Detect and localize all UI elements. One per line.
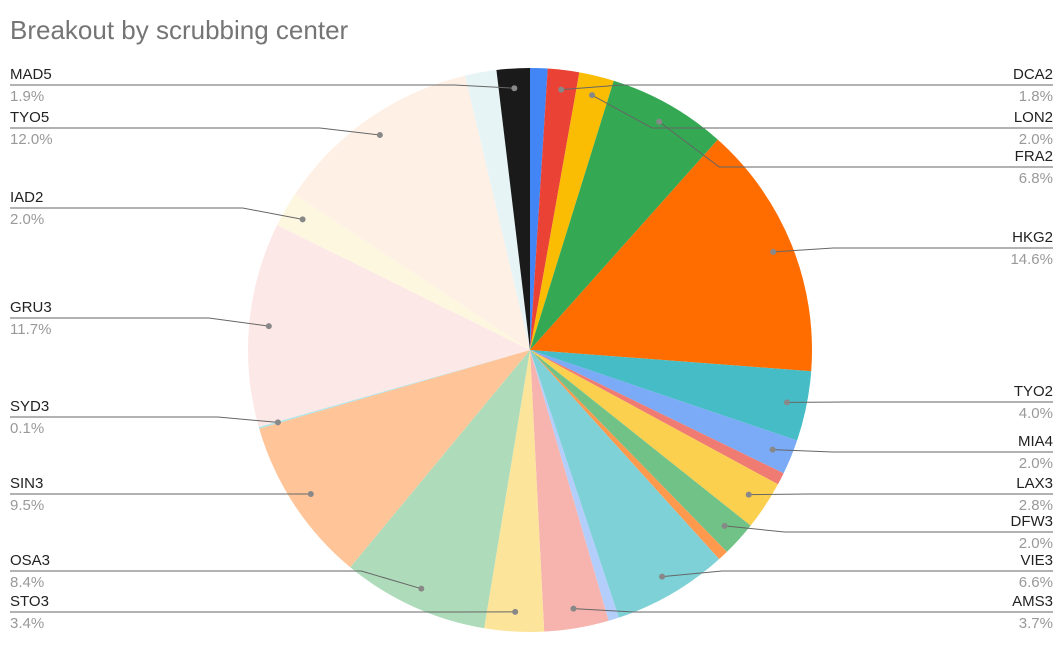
label-value: 1.8% <box>1019 88 1053 105</box>
leader-dot <box>589 92 596 99</box>
leader-dot <box>274 419 281 426</box>
leader-line <box>662 570 1053 578</box>
label-value: 1.9% <box>10 88 44 105</box>
label-value: 3.4% <box>10 615 44 632</box>
label-value: 8.4% <box>10 574 44 591</box>
slice <box>530 350 727 560</box>
label-name: DFW3 <box>1011 513 1054 530</box>
label-name: VIE3 <box>1020 552 1053 569</box>
label-value: 2.0% <box>1019 455 1053 472</box>
leader-line <box>10 317 269 327</box>
slice <box>530 350 609 632</box>
label-name: FRA2 <box>1015 148 1053 165</box>
label-value: 12.0% <box>10 131 53 148</box>
label-name: DCA2 <box>1013 66 1053 83</box>
leader-line <box>561 84 1053 91</box>
leader-dot <box>307 490 314 497</box>
label-name: LON2 <box>1014 109 1053 126</box>
label-value: 11.7% <box>10 321 51 338</box>
leader-line <box>724 525 1053 533</box>
leader-dot <box>418 585 425 592</box>
label-name: GRU3 <box>10 299 52 316</box>
label-name: LAX3 <box>1016 475 1053 492</box>
label-value: 4.0% <box>1019 405 1053 422</box>
leader-dot <box>721 522 728 529</box>
label-value: 2.0% <box>10 211 44 228</box>
slice <box>530 350 751 552</box>
leader-line <box>10 570 422 590</box>
slice <box>530 350 619 621</box>
slice <box>530 350 798 474</box>
label-name: AMS3 <box>1012 593 1053 610</box>
slice <box>530 68 580 351</box>
label-value: 6.8% <box>1019 170 1053 187</box>
label-value: 2.8% <box>1019 497 1053 514</box>
slice <box>530 350 812 441</box>
slice <box>294 75 530 351</box>
slice <box>350 350 530 629</box>
leader-dot <box>659 573 666 580</box>
label-value: 0.1% <box>10 420 44 437</box>
label-value: 2.0% <box>1019 535 1053 552</box>
leader-line <box>773 247 1053 253</box>
leader-dot <box>783 399 790 406</box>
slice <box>484 350 545 632</box>
slice <box>530 350 784 485</box>
slice <box>530 139 812 372</box>
label-name: HKG2 <box>1012 229 1053 246</box>
label-name: OSA3 <box>10 552 50 569</box>
label-value: 3.7% <box>1019 615 1053 632</box>
label-name: MAD5 <box>10 66 52 83</box>
slice <box>258 350 530 429</box>
leader-line <box>772 449 1053 453</box>
label-value: 9.5% <box>10 497 44 514</box>
leader-line <box>573 608 1053 613</box>
leader-dot <box>769 446 776 453</box>
label-value: 6.6% <box>1019 574 1053 591</box>
leader-line <box>10 127 380 136</box>
label-name: SIN3 <box>10 475 43 492</box>
slice <box>530 350 720 618</box>
leader-dot <box>512 608 519 615</box>
label-name: MIA4 <box>1018 433 1053 450</box>
slice <box>259 350 530 568</box>
slice <box>277 194 530 350</box>
slice <box>530 68 548 350</box>
label-value: 2.0% <box>1019 131 1053 148</box>
label-name: STO3 <box>10 593 49 610</box>
leader-line <box>10 416 278 423</box>
leader-dot <box>770 248 777 255</box>
slice <box>496 68 530 350</box>
label-name: SYD3 <box>10 398 49 415</box>
leader-dot <box>265 323 272 330</box>
label-name: TYO5 <box>10 109 49 126</box>
leader-line <box>10 84 515 89</box>
leader-line <box>748 493 1053 496</box>
label-name: TYO2 <box>1014 383 1053 400</box>
leader-dot <box>656 118 663 125</box>
slice <box>465 70 530 350</box>
label-value: 14.6% <box>1010 251 1053 268</box>
slice <box>530 350 778 526</box>
leader-dot <box>376 131 383 138</box>
leader-line <box>10 207 303 220</box>
label-name: IAD2 <box>10 189 43 206</box>
leader-line <box>658 121 1053 168</box>
leader-line <box>591 94 1053 129</box>
slice <box>530 72 614 351</box>
chart-title: Breakout by scrubbing center <box>10 15 349 45</box>
slice <box>530 80 718 350</box>
leader-dot <box>558 86 565 93</box>
slice <box>247 225 530 427</box>
leader-dot <box>299 216 306 223</box>
leader-dot <box>570 605 577 612</box>
leader-dot <box>745 491 752 498</box>
leader-dot <box>511 85 518 92</box>
